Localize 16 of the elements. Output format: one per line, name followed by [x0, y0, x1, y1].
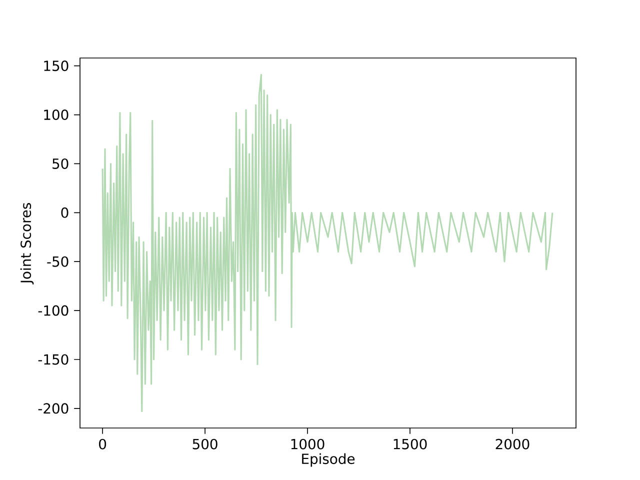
- y-tick-label: -150: [38, 354, 68, 365]
- y-tick-label: 100: [44, 110, 68, 120]
- x-tick-label: 1000: [291, 438, 324, 450]
- x-tick-label: 0: [99, 438, 106, 450]
- x-axis-title: Episode: [302, 453, 355, 467]
- y-tick-label: -50: [47, 256, 68, 267]
- y-tick-label: 150: [44, 60, 68, 72]
- y-tick-label: -200: [38, 403, 68, 414]
- y-axis-title: Joint Scores: [20, 203, 34, 284]
- line-series: [102, 74, 554, 412]
- y-tick-label: -100: [38, 305, 68, 316]
- x-tick-label: 1500: [394, 438, 427, 450]
- y-tick-label: 50: [52, 158, 68, 169]
- x-tick-label: 500: [192, 438, 218, 450]
- x-tick-label: 2000: [496, 438, 530, 450]
- y-tick-label: 0: [61, 207, 68, 218]
